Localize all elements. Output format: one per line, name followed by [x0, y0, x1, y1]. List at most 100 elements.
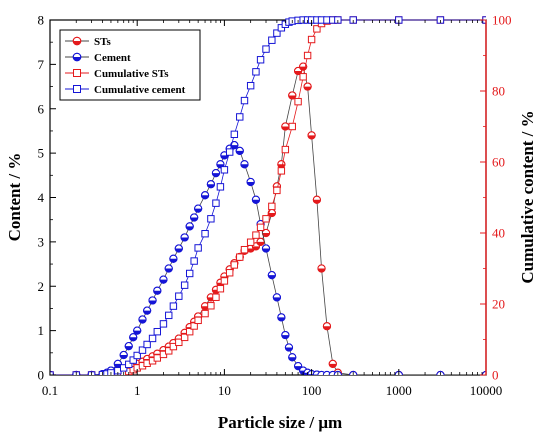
data-point [190, 213, 199, 222]
data-point [180, 333, 189, 342]
data-point [236, 253, 244, 261]
series-cement [50, 141, 486, 375]
y-tick-label: 6 [38, 101, 45, 116]
y2-tick-label: 20 [492, 297, 505, 312]
data-point [216, 285, 225, 293]
data-point [281, 122, 290, 131]
data-point-ring [307, 131, 316, 140]
data-point-ring [206, 180, 215, 189]
data-point-fill [125, 346, 133, 350]
data-point-ring [267, 271, 276, 280]
x-tick-label: 100 [302, 383, 322, 398]
data-point-ring [328, 359, 337, 369]
data-point [200, 191, 210, 200]
data-point [194, 316, 202, 325]
data-point [281, 145, 290, 154]
legend-marker [72, 36, 82, 46]
data-point-ring [194, 204, 203, 213]
data-point-ring [235, 146, 244, 156]
data-point-ring [180, 233, 189, 242]
data-point-fill [281, 335, 289, 339]
data-point [225, 148, 234, 156]
data-point-ring [322, 322, 332, 331]
data-point-ring [284, 343, 294, 352]
data-point [212, 199, 220, 207]
y2-tick-label: 60 [492, 155, 505, 170]
data-point-ring [293, 66, 303, 76]
data-point-fill [317, 268, 326, 273]
data-point [138, 315, 147, 324]
data-point [262, 45, 270, 53]
data-point-ring [138, 315, 147, 324]
y-tick-label: 0 [38, 368, 45, 383]
data-point-fill [256, 241, 265, 246]
x-tick-label: 10 [218, 383, 231, 398]
data-point [294, 97, 302, 106]
data-point-ring [288, 91, 297, 100]
data-point [200, 302, 210, 311]
data-point [268, 36, 276, 44]
data-point-ring [333, 370, 342, 375]
data-point [277, 313, 286, 322]
data-point-fill [273, 297, 281, 301]
data-point-fill [143, 310, 151, 315]
y-tick-label: 8 [38, 13, 45, 28]
y-tick-label: 2 [38, 279, 45, 294]
data-point-ring [303, 82, 312, 91]
data-point-ring [124, 342, 133, 351]
data-point-fill [268, 213, 276, 217]
data-point [235, 146, 244, 156]
data-point [220, 166, 229, 174]
data-point [119, 350, 128, 360]
data-point [284, 343, 294, 352]
data-point-ring [251, 195, 261, 204]
data-point [212, 293, 220, 301]
data-point [267, 208, 276, 218]
data-point [148, 334, 157, 343]
data-point-fill [190, 217, 198, 222]
data-point-fill [329, 363, 337, 368]
data-point [240, 245, 249, 254]
data-point-ring [349, 370, 358, 375]
legend: STs Cement Cumulative STs Cumulative cement [59, 29, 201, 101]
data-point [180, 281, 189, 289]
data-point [185, 327, 194, 336]
data-point-ring [164, 264, 173, 273]
data-point [190, 257, 198, 265]
data-point [133, 351, 141, 360]
data-point [153, 286, 162, 295]
data-point [159, 275, 168, 284]
y-tick-label: 5 [38, 146, 45, 161]
data-point-fill [230, 145, 238, 149]
data-point-fill [308, 135, 316, 139]
data-point-fill [159, 279, 168, 284]
data-point [201, 230, 209, 238]
data-point [159, 320, 168, 328]
data-point [240, 96, 249, 105]
data-point [288, 353, 297, 362]
data-point [256, 223, 265, 232]
series-line [50, 144, 486, 375]
data-point [165, 347, 173, 355]
data-point-ring [185, 222, 194, 231]
data-point-ring [251, 242, 261, 251]
data-point-fill [186, 226, 194, 230]
data-point-ring [436, 370, 445, 375]
data-point-fill [281, 126, 289, 131]
data-point [165, 311, 173, 320]
data-point-fill [169, 258, 177, 263]
data-point [143, 306, 152, 315]
data-point [190, 322, 198, 330]
series-cumulative-cement [50, 16, 486, 375]
data-point [288, 91, 297, 100]
data-point [236, 113, 244, 121]
data-point [256, 237, 265, 246]
legend-marker-fill [73, 41, 81, 45]
data-point [169, 302, 178, 310]
y2-axis-title: Cumulative content / % [518, 110, 537, 283]
legend-label: Cumulative cement [94, 84, 186, 96]
data-point-fill [252, 199, 260, 204]
data-point [148, 296, 157, 305]
y-tick-label: 7 [38, 57, 45, 72]
